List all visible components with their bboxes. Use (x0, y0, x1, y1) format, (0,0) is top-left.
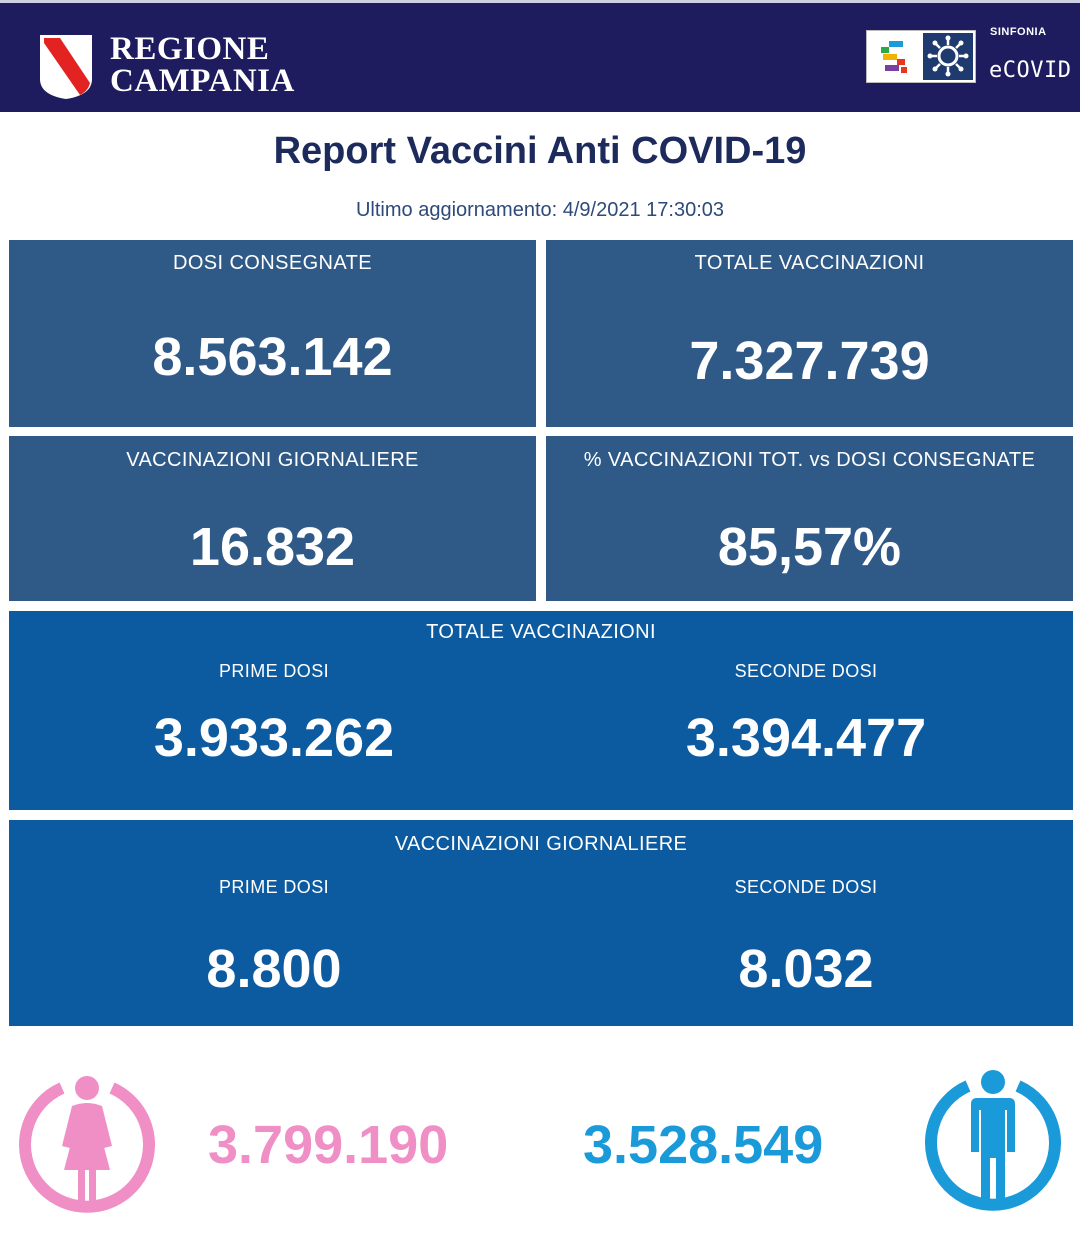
card-value: 8.563.142 (152, 327, 393, 387)
prime-dosi-block: PRIME DOSI (9, 877, 539, 898)
female-vaccinations-value: 3.799.190 (208, 1115, 449, 1175)
male-vaccinations-value: 3.528.549 (583, 1115, 824, 1175)
page-title: Report Vaccini Anti COVID-19 (273, 130, 807, 172)
sinfonia-s-icon (881, 41, 907, 73)
female-person-icon (19, 1076, 155, 1213)
card-value: 85,57% (717, 517, 902, 577)
card-value: 7.327.739 (689, 331, 930, 391)
card-label: VACCINAZIONI GIORNALIERE (126, 449, 419, 471)
ecovid-label: eCOVID (989, 58, 1072, 83)
seconde-dosi-label: SECONDE DOSI (734, 661, 878, 681)
male-person-icon (925, 1070, 1061, 1211)
panel-title: TOTALE VACCINAZIONI (426, 621, 656, 643)
regione-campania-logo-text: REGIONE CAMPANIA (110, 31, 295, 99)
seconde-dosi-label: SECONDE DOSI (734, 877, 878, 897)
card-label: TOTALE VACCINAZIONI (694, 252, 925, 274)
seconde-dosi-block: SECONDE DOSI (541, 877, 1071, 898)
card-label: % VACCINAZIONI TOT. vs DOSI CONSEGNATE (583, 449, 1036, 471)
card-percentuale-vaccinazioni: % VACCINAZIONI TOT. vs DOSI CONSEGNATE 8… (546, 436, 1073, 601)
panel-vaccinazioni-giornaliere: VACCINAZIONI GIORNALIERE PRIME DOSI 8.80… (9, 820, 1073, 1026)
region-line-1: REGIONE (110, 31, 270, 67)
card-value: 16.832 (189, 517, 356, 577)
sinfonia-logo (866, 30, 976, 83)
prime-dosi-block: PRIME DOSI (9, 661, 539, 682)
seconde-dosi-value-block: 3.394.477 (541, 707, 1071, 769)
prime-dosi-label: PRIME DOSI (218, 661, 329, 681)
seconde-dosi-value-block: 8.032 (541, 938, 1071, 1000)
prime-dosi-label: PRIME DOSI (218, 877, 329, 897)
region-line-2: CAMPANIA (110, 63, 295, 99)
sinfonia-label: SINFONIA (990, 26, 1047, 38)
prime-dosi-value-block: 8.800 (9, 938, 539, 1000)
seconde-dosi-value: 3.394.477 (685, 708, 927, 768)
regione-campania-shield-icon (40, 35, 92, 99)
card-totale-vaccinazioni: TOTALE VACCINAZIONI 7.327.739 (546, 240, 1073, 427)
virus-icon (923, 33, 973, 80)
seconde-dosi-block: SECONDE DOSI (541, 661, 1071, 682)
card-vaccinazioni-giornaliere: VACCINAZIONI GIORNALIERE 16.832 (9, 436, 536, 601)
prime-dosi-value: 8.800 (206, 939, 342, 999)
prime-dosi-value: 3.933.262 (153, 708, 395, 768)
seconde-dosi-value: 8.032 (738, 939, 874, 999)
panel-totale-vaccinazioni: TOTALE VACCINAZIONI PRIME DOSI 3.933.262… (9, 611, 1073, 810)
last-update-timestamp: Ultimo aggiornamento: 4/9/2021 17:30:03 (355, 199, 725, 221)
prime-dosi-value-block: 3.933.262 (9, 707, 539, 769)
panel-title: VACCINAZIONI GIORNALIERE (394, 833, 688, 855)
card-dosi-consegnate: DOSI CONSEGNATE 8.563.142 (9, 240, 536, 427)
card-label: DOSI CONSEGNATE (173, 252, 372, 274)
